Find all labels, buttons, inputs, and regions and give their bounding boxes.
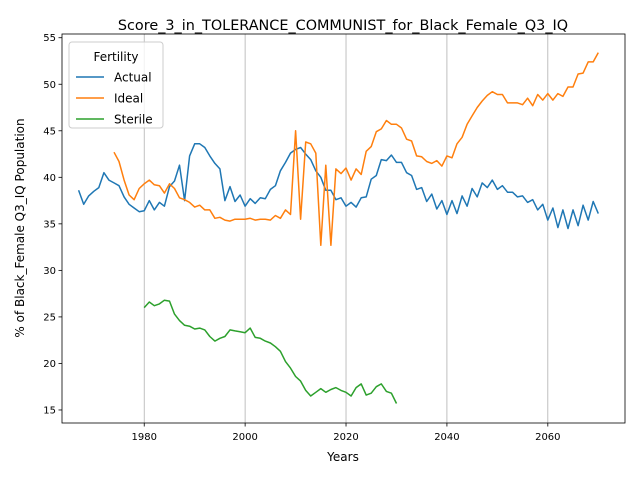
y-tick-label: 50 — [43, 80, 56, 91]
y-axis-ticks: 15 20 25 30 35 40 45 50 55 — [43, 33, 62, 416]
series-lines — [77, 52, 599, 404]
legend-box — [68, 41, 164, 129]
x-tick-label: 2040 — [434, 432, 459, 443]
y-tick-label: 45 — [43, 126, 56, 137]
series-line-ideal — [113, 52, 599, 247]
legend-label-ideal: Ideal — [114, 92, 143, 106]
x-tick-label: 2020 — [333, 432, 358, 443]
x-axis-label: Years — [326, 450, 359, 464]
x-tick-label: 1980 — [132, 432, 157, 443]
y-tick-label: 15 — [43, 405, 56, 416]
y-tick-label: 30 — [43, 266, 56, 277]
y-tick-label: 55 — [43, 33, 56, 44]
y-tick-label: 35 — [43, 219, 56, 230]
y-tick-label: 25 — [43, 312, 56, 323]
legend-title: Fertility — [93, 50, 138, 64]
legend-label-actual: Actual — [114, 71, 152, 85]
x-tick-label: 2060 — [535, 432, 560, 443]
x-axis-ticks: 1980 2000 2020 2040 2060 — [132, 423, 561, 443]
series-line-actual — [77, 143, 599, 230]
y-axis-label: % of Black_Female Q3_IQ Population — [13, 118, 27, 337]
x-tick-label: 2000 — [232, 432, 257, 443]
plot-frame — [61, 33, 626, 424]
legend-entries: Actual Ideal Sterile — [76, 71, 153, 127]
series-line-sterile — [143, 299, 398, 404]
y-tick-label: 20 — [43, 359, 56, 370]
chart-title: Score_3_in_TOLERANCE_COMMUNIST_for_Black… — [118, 18, 568, 34]
legend: Fertility Actual Ideal Sterile — [68, 41, 164, 129]
legend-label-sterile: Sterile — [114, 113, 153, 127]
y-tick-label: 40 — [43, 173, 56, 184]
plot-area — [61, 33, 626, 424]
